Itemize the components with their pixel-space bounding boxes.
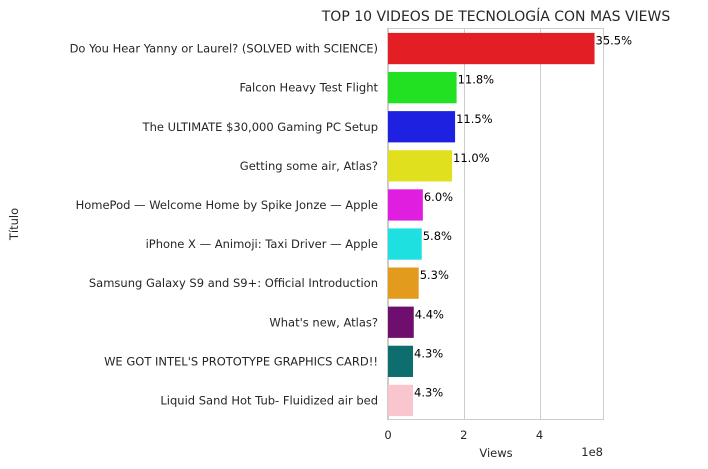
category-label: Getting some air, Atlas? <box>240 159 378 173</box>
chart-title: TOP 10 VIDEOS DE TECNOLOGÍA CON MAS VIEW… <box>321 8 671 25</box>
bar <box>388 228 422 260</box>
category-label: What's new, Atlas? <box>269 315 378 329</box>
bar <box>388 345 414 377</box>
category-label: Samsung Galaxy S9 and S9+: Official Intr… <box>89 276 378 290</box>
data-label: 4.3% <box>414 385 443 399</box>
x-tick-labels: 0 2 4 <box>384 428 543 442</box>
plot-frame <box>387 28 604 420</box>
bar <box>388 111 456 143</box>
data-label: 11.5% <box>456 112 493 126</box>
x-axis-label: Views <box>479 446 512 460</box>
category-labels: Do You Hear Yanny or Laurel? (SOLVED wit… <box>70 42 379 408</box>
category-label: Do You Hear Yanny or Laurel? (SOLVED wit… <box>70 42 378 56</box>
data-label: 11.8% <box>458 73 495 87</box>
y-axis-label: Título <box>7 208 21 241</box>
data-label: 5.8% <box>423 229 452 243</box>
data-label: 35.5% <box>596 34 633 48</box>
data-label: 5.3% <box>420 268 449 282</box>
x-offset-text: 1e8 <box>581 445 603 459</box>
category-label: Liquid Sand Hot Tub- Fluidized air bed <box>160 393 378 407</box>
bar <box>388 306 414 338</box>
x-tick-label: 4 <box>536 428 543 442</box>
category-label: HomePod — Welcome Home by Spike Jonze — … <box>76 198 378 212</box>
category-label: WE GOT INTEL'S PROTOTYPE GRAPHICS CARD!! <box>104 354 378 368</box>
bar <box>388 150 453 182</box>
data-labels: 35.5% 11.8% 11.5% 11.0% 6.0% 5.8% 5.3% 4.4% 4.3%… <box>414 34 632 400</box>
bar <box>388 72 457 104</box>
bar <box>388 189 423 221</box>
bar <box>388 384 414 417</box>
category-label: Falcon Heavy Test Flight <box>239 81 378 95</box>
bar <box>388 267 419 299</box>
x-tick-label: 0 <box>384 428 391 442</box>
data-label: 4.4% <box>415 307 444 321</box>
bar <box>388 32 595 65</box>
category-label: iPhone X — Animoji: Taxi Driver — Apple <box>146 237 378 251</box>
x-tick-label: 2 <box>460 428 467 442</box>
data-label: 4.3% <box>414 346 443 360</box>
data-label: 11.0% <box>453 151 490 165</box>
data-label: 6.0% <box>424 190 453 204</box>
bars <box>388 32 595 417</box>
category-label: The ULTIMATE $30,000 Gaming PC Setup <box>142 120 378 134</box>
